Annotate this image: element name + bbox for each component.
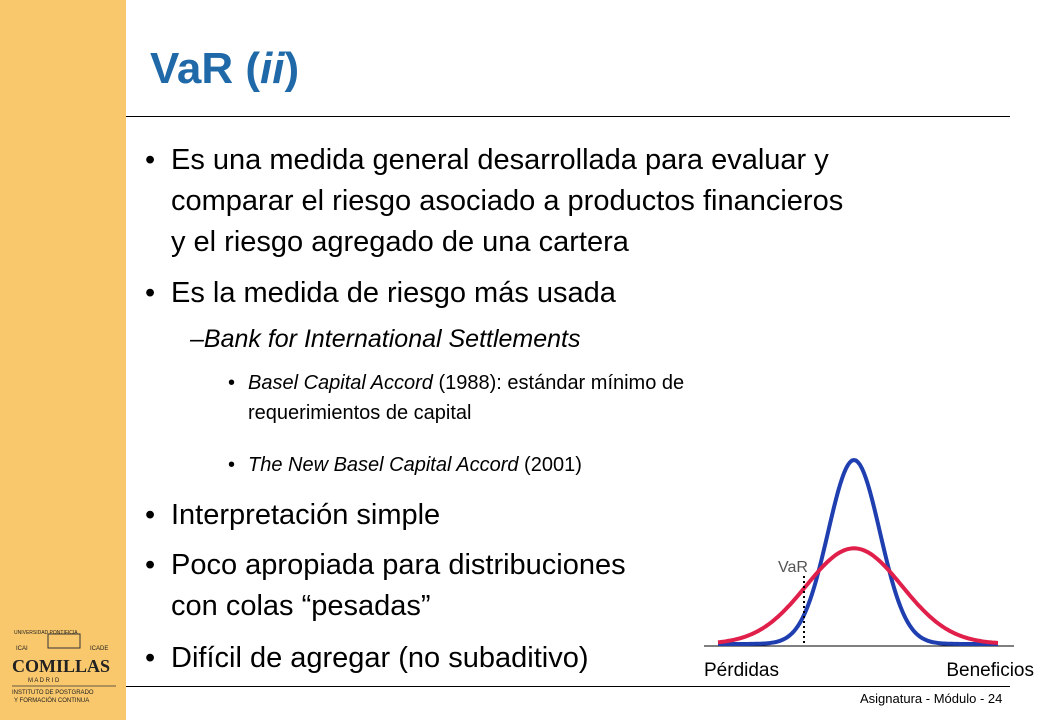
bullet-dot: • <box>145 499 156 531</box>
xlabel-left: Pérdidas <box>704 660 779 681</box>
bullet-1-line-3: y el riesgo agregado de una cartera <box>171 226 629 258</box>
title-close: ) <box>284 44 300 93</box>
bullet-1-line-1: Es una medida general desarrollada para … <box>171 144 829 176</box>
sub-sub-bullet-1-line-1: Basel Capital Accord (1988): estándar mí… <box>248 368 684 398</box>
footer-divider <box>126 686 1010 687</box>
basel-accord-name: Basel Capital Accord <box>248 372 433 394</box>
logo-line3: COMILLAS <box>12 656 110 676</box>
title-italic: ii <box>260 44 285 93</box>
sub-sub-bullet-2-text: The New Basel Capital Accord (2001) <box>248 450 582 480</box>
sub-sub-bullet-1-line-2: requerimientos de capital <box>248 402 472 424</box>
series-red-curve <box>717 546 999 645</box>
var-distribution-chart: VaR Pérdidas Beneficios <box>704 457 1034 681</box>
sidebar-band <box>0 0 126 720</box>
title-divider <box>126 116 1010 117</box>
logo-line5: INSTITUTO DE POSTGRADO <box>12 690 94 696</box>
series-blue-curve <box>718 457 998 646</box>
bullet-4-line-2: con colas “pesadas” <box>171 590 431 622</box>
basel-accord-rest: (1988): estándar mínimo de <box>432 372 685 394</box>
bullet-2-text: Es la medida de riesgo más usada <box>171 277 616 309</box>
slide-title: VaR (ii) <box>150 44 299 94</box>
bullet-dot: • <box>145 277 156 309</box>
bullet-dot: • <box>145 549 156 581</box>
logo-line2a: ICAI <box>16 646 28 652</box>
bullet-dot: • <box>145 642 156 674</box>
bullet-3-text: Interpretación simple <box>171 499 441 531</box>
logo-line1: UNIVERSIDAD PONTIFICIA <box>14 630 78 636</box>
bullet-4-line-1: Poco apropiada para distribuciones <box>171 549 626 581</box>
logo-line2b: ICADE <box>90 646 108 652</box>
logo-line4: M A D R I D <box>28 678 60 684</box>
sub-bullet-bis: –Bank for International Settlements <box>190 325 581 353</box>
bullet-5-text: Difícil de agregar (no subaditivo) <box>171 642 589 674</box>
bullet-dot: • <box>228 372 236 394</box>
xlabel-right: Beneficios <box>946 660 1034 681</box>
bullet-dot: • <box>145 144 156 176</box>
slide-footer: Asignatura - Módulo - 24 <box>860 691 1003 706</box>
university-logo: UNIVERSIDAD PONTIFICIA ICAI ICADE COMILL… <box>12 630 116 704</box>
bullet-dot: • <box>228 454 236 476</box>
new-basel-accord-rest: (2001) <box>518 454 582 476</box>
bullet-1-line-2: comparar el riesgo asociado a productos … <box>171 185 844 217</box>
var-label: VaR <box>778 559 808 576</box>
title-main: VaR ( <box>150 44 261 93</box>
new-basel-accord-name: The New Basel Capital Accord <box>248 454 519 476</box>
logo-crest <box>47 633 81 649</box>
logo-line6: Y FORMACIÓN CONTINUA <box>14 697 89 704</box>
